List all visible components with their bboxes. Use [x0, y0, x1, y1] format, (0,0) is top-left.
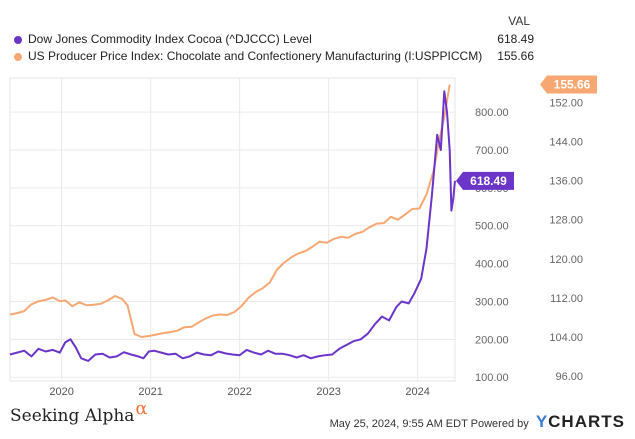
legend-value-cocoa: 618.49	[497, 32, 534, 46]
legend-value-ppi: 155.66	[497, 49, 534, 63]
last-value-tag-bg	[540, 75, 597, 94]
legend-label-cocoa: Dow Jones Commodity Index Cocoa (^DJCCC)…	[28, 32, 312, 46]
y-right-tick-label: 128.00	[549, 215, 583, 227]
ycharts-logo[interactable]: YCHARTS	[536, 412, 625, 431]
y-left-tick-label: 300.00	[475, 296, 509, 308]
y-right-tick-label: 152.00	[549, 97, 583, 109]
footer-attribution: May 25, 2024, 9:55 AM EDT Powered by YCH…	[330, 412, 625, 432]
y-right-tick-label: 96.00	[555, 371, 583, 383]
series-line-ppi	[9, 84, 451, 338]
y-right-tick-label: 136.00	[549, 176, 583, 188]
x-tick-label: 2024	[405, 386, 429, 398]
last-value-tag-text: 618.49	[470, 174, 507, 188]
y-left-tick-label: 500.00	[475, 221, 509, 233]
seeking-alpha-logo[interactable]: Seeking Alphaα	[10, 398, 148, 426]
legend-item-cocoa[interactable]: Dow Jones Commodity Index Cocoa (^DJCCC)…	[14, 32, 534, 48]
y-right-tick-label: 104.00	[549, 332, 583, 344]
footer-timestamp: May 25, 2024, 9:55 AM EDT Powered by	[329, 418, 529, 430]
y-right-tick-label: 112.00	[550, 293, 583, 305]
x-tick-label: 2022	[227, 386, 251, 398]
last-value-tag-bg	[456, 171, 514, 190]
y-left-tick-label: 700.00	[475, 145, 509, 157]
last-value-tag-ppi: 155.66	[540, 75, 597, 94]
y-left-tick-label: 400.00	[475, 259, 509, 271]
legend-item-ppi[interactable]: US Producer Price Index: Chocolate and C…	[14, 49, 534, 65]
ycharts-logo-y: Y	[535, 412, 549, 431]
x-tick-label: 2021	[138, 386, 162, 398]
y-left-tick-label: 100.00	[475, 372, 509, 384]
x-tick-label: 2020	[49, 386, 73, 398]
ycharts-logo-text: CHARTS	[548, 412, 625, 431]
legend: VAL Dow Jones Commodity Index Cocoa (^DJ…	[0, 0, 635, 70]
x-tick-label: 2023	[316, 386, 340, 398]
y-left-tick-label: 800.00	[475, 107, 509, 119]
legend-value-header: VAL	[508, 14, 530, 28]
y-right-tick-label: 120.00	[549, 254, 583, 266]
alpha-symbol: α	[135, 398, 148, 419]
last-value-tag-cocoa: 618.49	[456, 171, 514, 190]
legend-dot-ppi	[14, 53, 22, 61]
chart: 100.00200.00300.00400.00500.00600.00700.…	[9, 75, 597, 398]
y-right-tick-label: 144.00	[549, 137, 583, 149]
legend-dot-cocoa	[14, 36, 22, 44]
plot-area	[9, 77, 456, 382]
legend-label-ppi: US Producer Price Index: Chocolate and C…	[28, 49, 483, 63]
seeking-alpha-wordmark: Seeking Alpha	[10, 406, 135, 426]
series-line-cocoa	[9, 90, 456, 362]
y-left-tick-label: 200.00	[475, 334, 509, 346]
last-value-tag-text: 155.66	[554, 78, 591, 92]
